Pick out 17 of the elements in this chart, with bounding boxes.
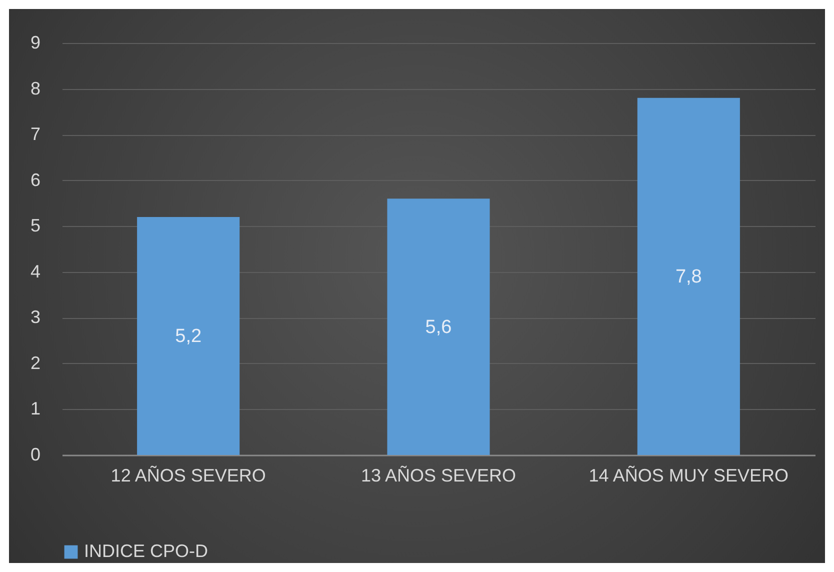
- y-tick-label: 0: [30, 444, 40, 464]
- y-tick-label: 3: [30, 307, 40, 328]
- data-label: 7,8: [675, 266, 702, 288]
- y-tick-label: 4: [30, 261, 40, 282]
- legend-label: INDICE CPO-D: [84, 541, 208, 561]
- y-tick-label: 8: [30, 78, 40, 98]
- y-tick-label: 7: [30, 124, 40, 144]
- x-tick-label: 14 AÑOS MUY SEVERO: [588, 466, 789, 486]
- data-label: 5,2: [175, 326, 202, 347]
- y-tick-label: 6: [30, 170, 40, 190]
- x-tick-label: 13 AÑOS SEVERO: [360, 466, 516, 486]
- y-tick-label: 1: [30, 398, 40, 419]
- y-tick-label: 5: [30, 216, 40, 236]
- y-tick-label: 2: [30, 352, 40, 373]
- data-label: 5,6: [425, 316, 452, 338]
- y-tick-label: 9: [30, 32, 40, 52]
- x-tick-label: 12 AÑOS SEVERO: [110, 466, 266, 486]
